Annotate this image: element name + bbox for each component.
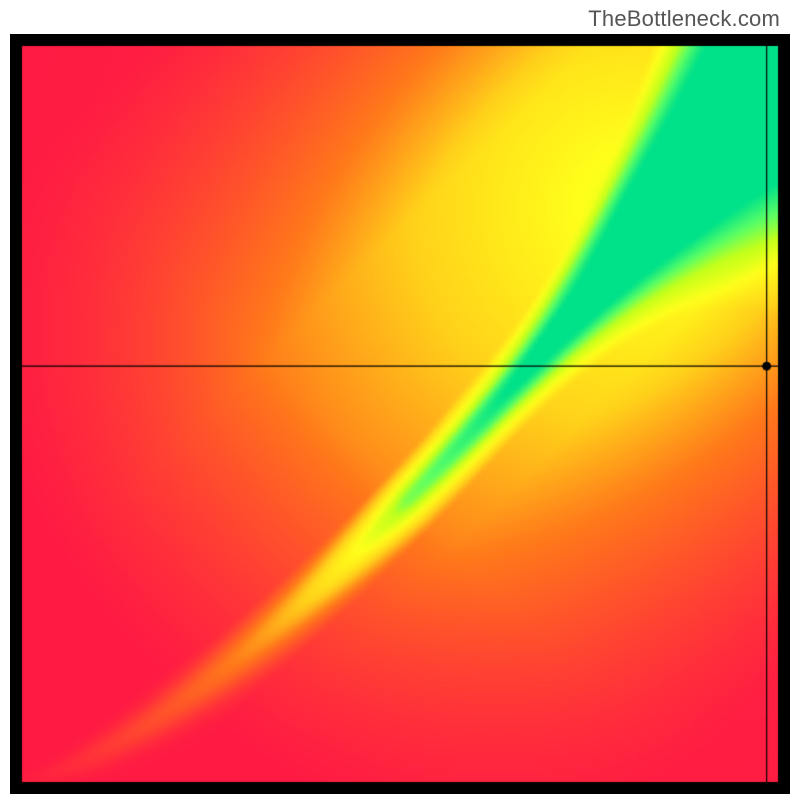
bottleneck-heatmap (10, 34, 790, 794)
watermark-label: TheBottleneck.com (588, 6, 780, 32)
